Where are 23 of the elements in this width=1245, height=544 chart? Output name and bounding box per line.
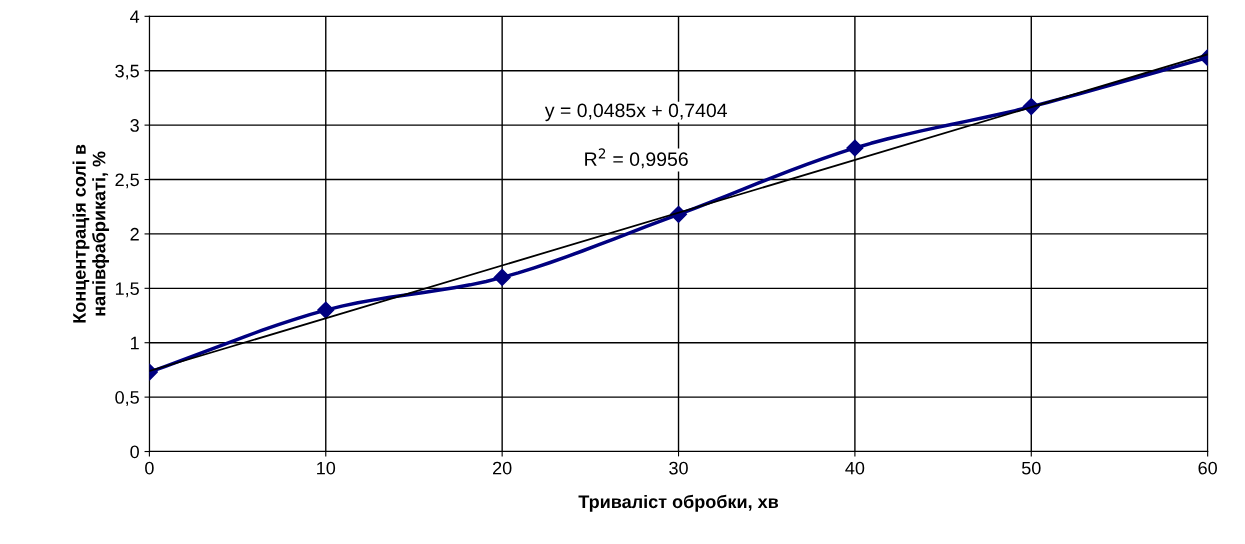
x-axis-title: Тривалiст обробки, хв <box>578 494 779 512</box>
x-tick-label: 40 <box>845 461 865 475</box>
annotation: R$^{2}$ = 0,9956 <box>585 148 688 169</box>
y-tick-label: 1 <box>131 336 139 350</box>
x-tick-label: 20 <box>493 461 512 475</box>
annotation: y = 0,0485x + 0,7404 <box>544 103 727 122</box>
y-tick-label: 3,5 <box>115 64 139 80</box>
x-tick-label: 50 <box>1021 461 1041 475</box>
x-tick-label: 60 <box>1198 461 1217 475</box>
x-tick-label: 0 <box>145 461 154 475</box>
y-tick-label: 2,5 <box>115 173 139 189</box>
y-axis-title: Концентрація солі в напівфабрикаті, % <box>72 144 110 323</box>
point <box>846 139 864 157</box>
y-tick-label: 0 <box>130 445 139 459</box>
y-tick-label: 3 <box>130 119 139 132</box>
y-tick-label: 2 <box>130 227 139 241</box>
y-tick-label: 4 <box>130 10 140 23</box>
x-tick-label: 10 <box>317 461 336 475</box>
x-tick-label: 30 <box>669 461 688 475</box>
point <box>493 268 511 286</box>
y-tick-label: 0,5 <box>115 391 139 406</box>
point <box>317 301 335 319</box>
y-tick-label: 1,5 <box>115 282 139 298</box>
